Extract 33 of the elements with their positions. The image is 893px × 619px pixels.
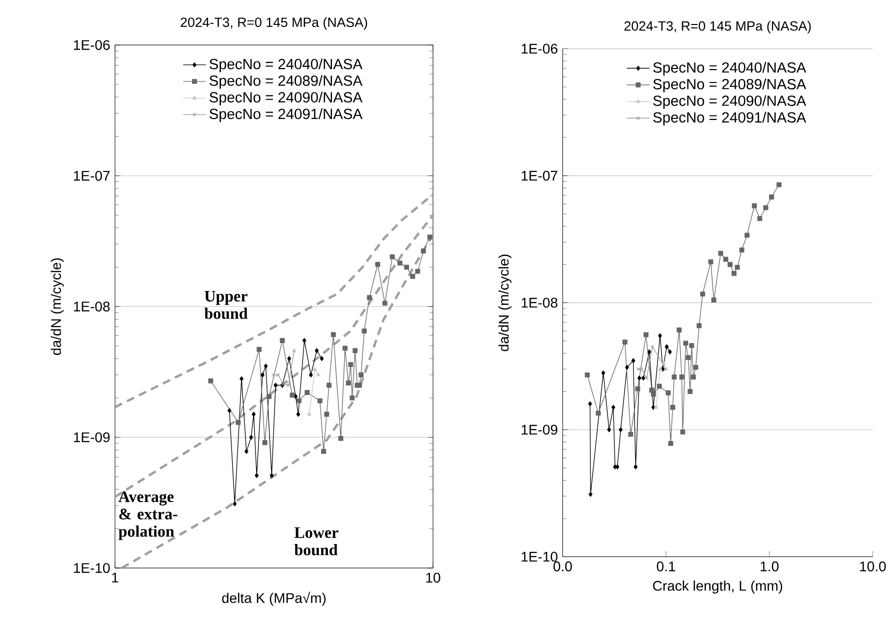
- x-tick-label: 1: [112, 572, 118, 582]
- x-tick-label: 0.0: [554, 561, 572, 572]
- x-tick-label: 0.1: [656, 561, 676, 572]
- legend-label: SpecNo = 24090/NASA: [210, 92, 362, 106]
- y-tick-label: 1E-07: [522, 170, 558, 181]
- legend-label: SpecNo = 24089/NASA: [210, 75, 362, 89]
- x-axis-title: Crack length, L (mm): [653, 580, 782, 594]
- y-tick-label: 1E-08: [522, 298, 558, 308]
- y-axis-title: da/dN (m/cycle): [50, 258, 64, 355]
- x-axis-title: delta K (MPa√m): [222, 592, 326, 606]
- y-tick-label: 1E-10: [522, 552, 558, 562]
- y-tick-label: 1E-09: [522, 424, 558, 435]
- y-tick-label: 1E-06: [74, 40, 110, 50]
- y-tick-label: 1E-07: [74, 170, 110, 181]
- annotation: Lower bound: [294, 527, 338, 556]
- legend-label: SpecNo = 24090/NASA: [653, 95, 806, 109]
- legend-label: SpecNo = 24089/NASA: [653, 78, 806, 92]
- legend-label: SpecNo = 24040/NASA: [653, 62, 806, 76]
- chart-title: 2024-T3, R=0 145 MPa (NASA): [180, 17, 368, 30]
- y-tick-label: 1E-06: [522, 44, 558, 54]
- x-tick-label: 10.0: [860, 561, 886, 572]
- legend-label: SpecNo = 24091/NASA: [653, 112, 806, 126]
- y-tick-label: 1E-10: [74, 563, 110, 573]
- annotation: Upper bound: [204, 290, 248, 319]
- chart-title: 2024-T3, R=0 145 MPa (NASA): [624, 20, 811, 34]
- y-tick-label: 1E-08: [74, 302, 110, 312]
- y-tick-label: 1E-09: [74, 432, 110, 442]
- legend-label: SpecNo = 24040/NASA: [210, 58, 362, 72]
- annotation: Average & extra-polation: [118, 491, 178, 540]
- x-tick-label: 10: [426, 572, 440, 583]
- legend-label: SpecNo = 24091/NASA: [210, 108, 362, 122]
- y-axis-title: da/dN (m/cycle): [498, 254, 512, 352]
- x-tick-label: 1.0: [760, 561, 779, 572]
